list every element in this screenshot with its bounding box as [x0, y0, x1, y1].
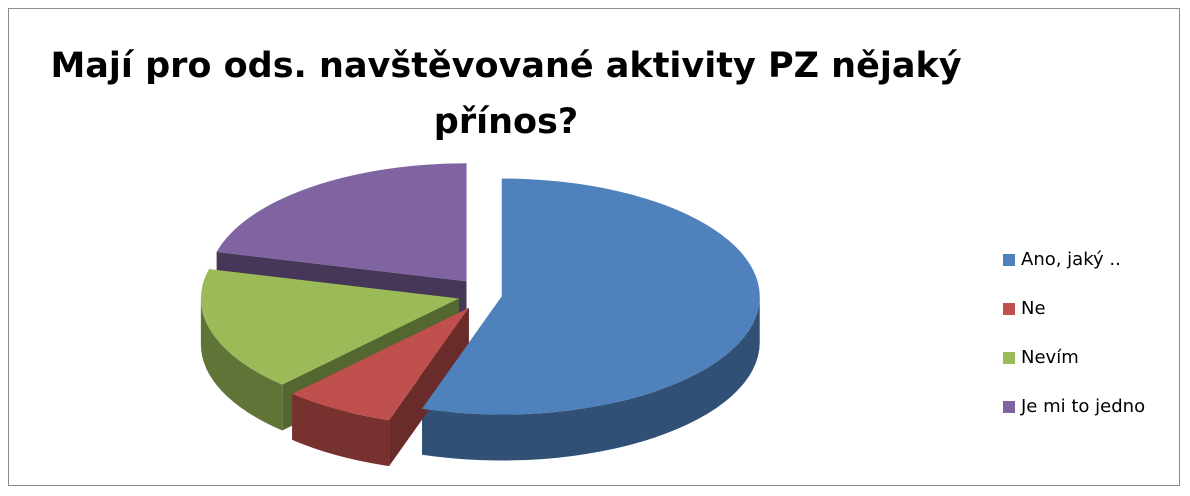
legend-swatch — [1003, 352, 1015, 364]
legend-swatch — [1003, 401, 1015, 413]
legend-label: Ano, jaký .. — [1021, 249, 1121, 270]
pie-slice-jedno — [216, 163, 467, 282]
pie-slice-ano-rim-0 — [422, 296, 760, 461]
pie-slice-nevim-rim-0 — [200, 298, 283, 431]
chart-title-line-1: Mají pro ods. navštěvované aktivity PZ n… — [50, 46, 962, 86]
legend-swatch — [1003, 254, 1015, 266]
pie-slice-ne — [292, 307, 469, 421]
chart-title-line-2: přínos? — [433, 102, 579, 142]
pie-slice-nevim — [200, 269, 459, 385]
pie-slice-ne-rim-0 — [292, 393, 390, 467]
legend-swatch — [1003, 303, 1015, 315]
pie-slice-ano — [422, 178, 760, 415]
chart-title: Mají pro ods. navštěvované aktivity PZ n… — [0, 38, 1012, 150]
legend-label: Je mi to jedno — [1021, 396, 1146, 417]
legend-label: Ne — [1021, 298, 1046, 319]
legend-label: Nevím — [1021, 347, 1079, 368]
